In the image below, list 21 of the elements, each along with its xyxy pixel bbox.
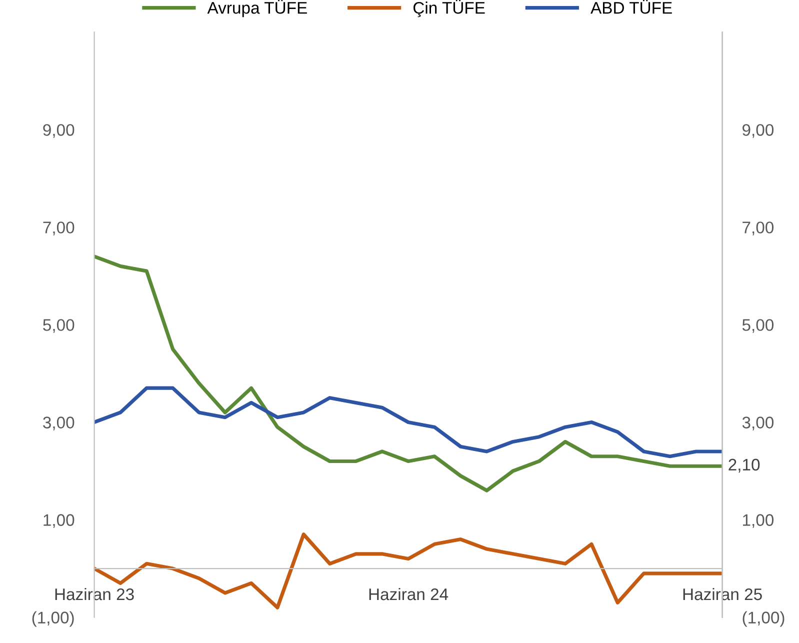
y-tick-label: 5,00 bbox=[43, 319, 74, 333]
y-tick-label: 9,00 bbox=[43, 124, 74, 138]
y2-tick-label: 3,00 bbox=[742, 416, 774, 430]
x-tick-label: Haziran 23 bbox=[55, 588, 134, 600]
y2-tick-label: 1,00 bbox=[743, 514, 774, 528]
data-label: 2,10 bbox=[728, 458, 760, 473]
y-tick-label: 1,00 bbox=[44, 514, 74, 528]
x-tick-label: Haziran 24 bbox=[369, 588, 448, 600]
y2-tick-label: 9,00 bbox=[742, 124, 774, 138]
y-tick-label: 7,00 bbox=[43, 222, 74, 236]
legend-label: Çin TÜFE bbox=[413, 0, 485, 18]
x-tick-label: Haziran 25 bbox=[683, 588, 762, 600]
line-series bbox=[94, 386, 722, 458]
legend-label: Avrupa TÜFE bbox=[207, 0, 307, 18]
y-tick-label: 3,00 bbox=[43, 416, 74, 430]
y2-tick-label: 5,00 bbox=[742, 319, 774, 333]
y2-tick-label: (1,00) bbox=[742, 611, 784, 627]
legend-label: ABD TÜFE bbox=[590, 0, 672, 14]
line-series bbox=[94, 254, 722, 492]
y-tick-label: (1,00) bbox=[32, 611, 74, 627]
y2-tick-label: 7,00 bbox=[742, 222, 774, 236]
